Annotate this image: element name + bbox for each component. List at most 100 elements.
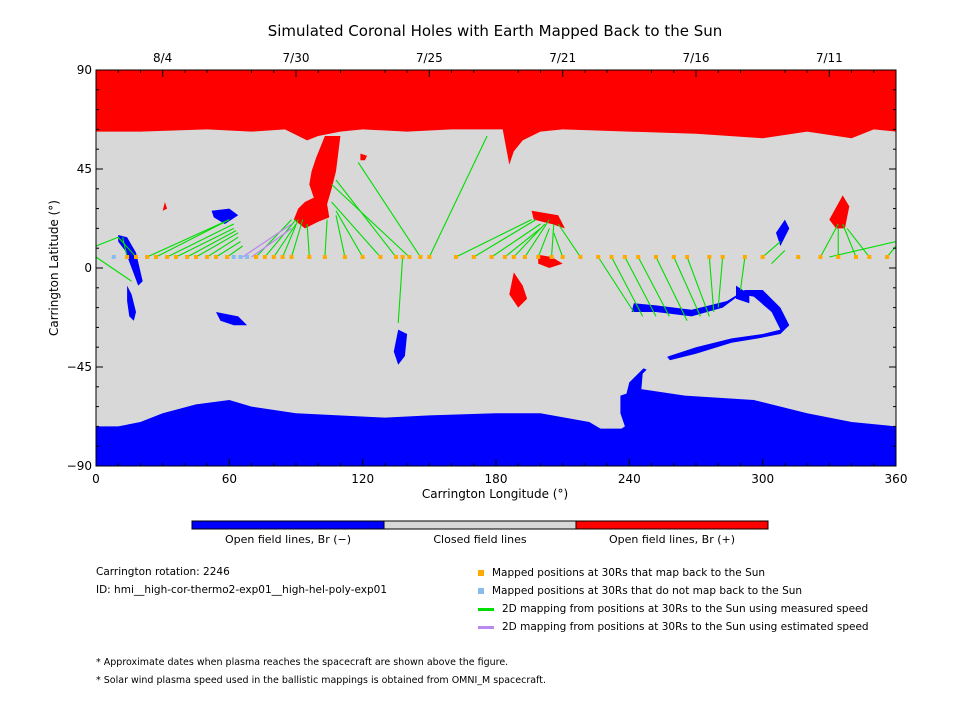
y-axis-label: Carrington Latitude (°) [47, 200, 61, 336]
measured-speed-mapping-line [455, 219, 532, 258]
measured-speed-mapping-line [762, 241, 781, 258]
measured-speed-mapping-line [637, 256, 670, 317]
chart-title: Simulated Coronal Holes with Earth Mappe… [268, 22, 723, 40]
axes: 0 60 120 180 240 300 360 −90 −45 0 45 90 [67, 63, 908, 486]
mapped-position-ok [471, 255, 476, 259]
measured-speed-mapping-line [524, 219, 550, 258]
positive-coronal-hole [162, 202, 168, 211]
x-tick-label: 0 [92, 472, 100, 486]
mapped-position-ok [720, 255, 725, 259]
mapped-position-fail [238, 255, 243, 259]
south-coronal-hole-boundary [96, 389, 896, 466]
measured-speed-mapping-line [708, 256, 715, 313]
positive-coronal-hole [829, 195, 850, 229]
mapped-position-ok [174, 255, 178, 259]
mapped-position-ok [489, 255, 494, 259]
measured-speed-mapping-line [331, 183, 410, 258]
measured-speed-mapping-line [122, 237, 128, 258]
top-date-label: 7/16 [683, 51, 710, 65]
estimated-speed-mapping-line [242, 223, 292, 258]
mapped-position-fail [231, 255, 236, 259]
mapped-position-ok [427, 255, 432, 259]
legend-swatch [478, 607, 494, 611]
mapped-position-fail [245, 255, 250, 259]
measured-speed-mapping-line [819, 223, 839, 258]
positive-coronal-hole [538, 254, 563, 268]
mapped-position-ok [596, 255, 601, 259]
colorbar-label-open-positive: Open field lines, Br (+) [608, 533, 736, 546]
mapped-position-ok [225, 255, 230, 259]
mapped-position-ok [671, 255, 676, 259]
mapped-position-ok [836, 255, 841, 259]
negative-coronal-hole [118, 235, 143, 286]
measured-speed-mapping-line [551, 223, 555, 258]
top-date-label: 7/11 [816, 51, 843, 65]
measured-speed-mapping-line [597, 256, 635, 313]
legend-label: 2D mapping from positions at 30Rs to the… [502, 621, 869, 633]
measured-speed-mapping-line [215, 241, 241, 258]
y-tick-label: 45 [77, 162, 92, 176]
positive-coronal-hole [360, 153, 368, 161]
plot-area [95, 70, 897, 466]
mapped-position-ok [214, 255, 218, 259]
mapped-position-ok [307, 255, 312, 259]
mapped-position-ok [322, 255, 327, 259]
measured-speed-mapping-line [829, 241, 897, 258]
measured-speed-mapping-line [206, 236, 239, 258]
mapped-position-ok [400, 255, 405, 259]
positive-coronal-hole [509, 272, 528, 308]
mapped-position-ok [194, 255, 198, 259]
measured-speed-mapping-line [611, 256, 644, 317]
legend-item-measured-speed: 2D mapping from positions at 30Rs to the… [478, 601, 868, 617]
mapped-position-ok [360, 255, 365, 259]
legend-swatch [478, 570, 484, 576]
mapped-position-ok [394, 255, 398, 259]
mapped-position-ok [854, 255, 858, 259]
top-date-label: 7/25 [416, 51, 443, 65]
north-polar-coronal-hole [96, 70, 896, 165]
mapped-position-ok [867, 255, 872, 259]
mapped-position-ok [254, 255, 258, 259]
mapped-position-ok [185, 255, 190, 259]
mapped-position-ok [342, 255, 347, 259]
legend-item-mapped-ok: Mapped positions at 30Rs that map back t… [478, 565, 765, 581]
legend-item-estimated-speed: 2D mapping from positions at 30Rs to the… [478, 619, 869, 635]
legend-label: Mapped positions at 30Rs that map back t… [492, 567, 766, 579]
mapped-position-fail [111, 255, 116, 259]
measured-speed-mapping-line [335, 179, 397, 258]
measured-speed-mapping-line [473, 219, 537, 258]
north-coronal-hole-extension [293, 136, 341, 229]
measured-speed-mapping-line [95, 256, 132, 282]
mapped-position-ok [578, 255, 583, 259]
mapped-position-ok [407, 255, 412, 259]
mapped-position-ok [378, 255, 383, 259]
x-tick-label: 120 [351, 472, 374, 486]
measured-speed-mapping-line [846, 228, 870, 258]
y-tick-label: −45 [67, 360, 92, 374]
mapped-position-ok [654, 255, 658, 259]
mapped-position-ok [760, 255, 765, 259]
mapped-position-ok [454, 255, 458, 259]
negative-coronal-hole [216, 312, 248, 326]
mapped-position-ok [636, 255, 641, 259]
mapped-position-ok [685, 255, 690, 259]
measured-speed-mapping-line [291, 219, 304, 258]
measured-speed-mapping-line [264, 219, 297, 258]
colorbar-open-positive [575, 520, 769, 530]
positive-coronal-hole [531, 210, 565, 229]
legend-label: Mapped positions at 30Rs that do not map… [492, 585, 803, 597]
measured-speed-mapping-line [324, 219, 328, 258]
x-tick-label: 300 [751, 472, 774, 486]
x-tick-label: 240 [618, 472, 641, 486]
top-date-label: 7/21 [549, 51, 576, 65]
negative-coronal-hole [393, 329, 408, 365]
south-coronal-hole-extension [624, 290, 790, 400]
measured-speed-mapping-line [428, 135, 488, 258]
measured-speed-mapping-line [335, 210, 364, 258]
x-tick-label: 60 [222, 472, 237, 486]
measured-speed-mapping-line [504, 227, 541, 258]
top-date-axis: 8/4 7/30 7/25 7/21 7/16 7/11 [153, 51, 843, 65]
top-date-label: 7/30 [283, 51, 310, 65]
mapped-position-ok [609, 255, 614, 259]
